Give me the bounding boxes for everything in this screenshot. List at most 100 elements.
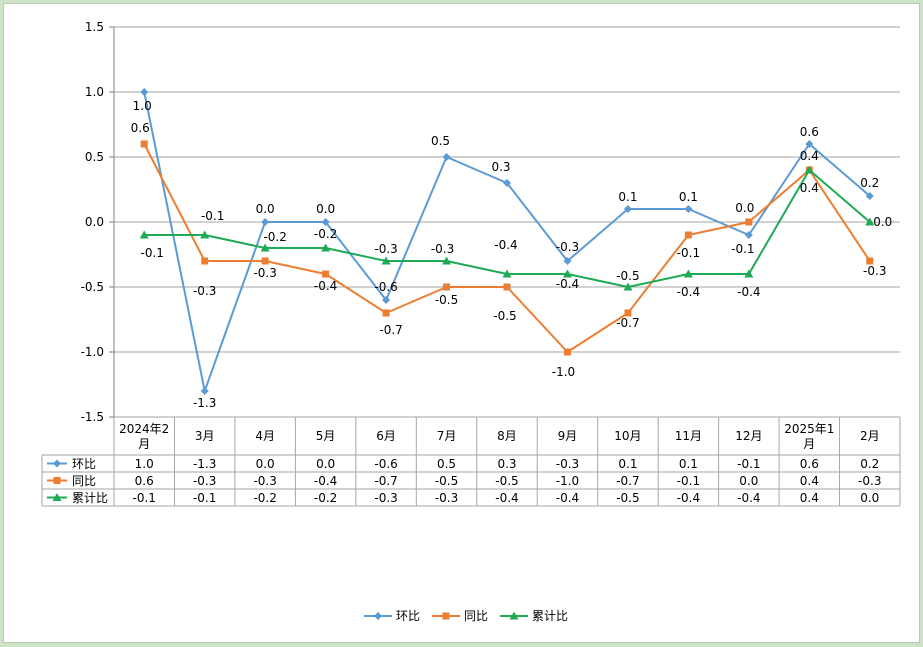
table-cell-value: -0.7 [616, 474, 639, 488]
data-label: 0.3 [491, 160, 510, 174]
marker-triangle [865, 217, 875, 226]
marker-square [624, 309, 632, 317]
marker-triangle [321, 243, 331, 252]
marker-square [866, 257, 874, 265]
marker-triangle [744, 269, 754, 278]
legend-key-marker [374, 612, 382, 620]
data-label: -0.3 [253, 266, 276, 280]
table-cell-value: -1.3 [193, 457, 216, 471]
table-cell-value: -0.1 [193, 491, 216, 505]
table-cell-value: -0.4 [495, 491, 518, 505]
data-label: 0.4 [800, 181, 819, 195]
data-labels: 1.0 -1.3 0.0 0.0 -0.6 0.5 0.3 -0.3 0.1 0.1 -0.1 0.6… [131, 99, 893, 410]
table-cell-value: 0.4 [800, 491, 819, 505]
marker-square [140, 140, 148, 148]
marker-triangle [623, 282, 633, 291]
row-key-marker [52, 493, 62, 501]
data-label: -0.3 [374, 242, 397, 256]
table-cell-value: -0.3 [374, 491, 397, 505]
table-cell-value: -0.1 [737, 457, 760, 471]
data-label: 0.6 [131, 121, 150, 135]
category-label: 3月 [195, 429, 215, 443]
data-label: 0.1 [679, 190, 698, 204]
category-label-line: 月 [803, 437, 815, 451]
data-label: -0.4 [677, 285, 700, 299]
data-label: -0.3 [193, 284, 216, 298]
data-label: 0.2 [860, 176, 879, 190]
table-cell-value: -1.0 [556, 474, 579, 488]
table-cell-value: 0.1 [679, 457, 698, 471]
marker-square [382, 309, 390, 317]
row-series-name: 环比 [72, 457, 96, 471]
marker-triangle [683, 269, 693, 278]
data-label: 0.0 [735, 201, 754, 215]
category-label: 2024年2 月 [119, 422, 169, 451]
legend-key-marker [442, 612, 450, 620]
marker-diamond [382, 296, 391, 304]
table-cell-value: 0.6 [135, 474, 154, 488]
table-cell-value: 0.0 [316, 457, 335, 471]
marker-diamond [200, 387, 209, 395]
table-cell-value: -0.3 [556, 457, 579, 471]
table-cell-value: 0.2 [860, 457, 879, 471]
data-label: -0.5 [493, 309, 516, 323]
marker-triangle [442, 256, 452, 265]
y-tick-label: 1.5 [85, 20, 104, 34]
data-label: -0.4 [737, 285, 760, 299]
data-label: 0.0 [316, 202, 335, 216]
table-cell-value: -0.4 [737, 491, 760, 505]
marker-diamond [865, 192, 874, 200]
data-label: -0.5 [616, 269, 639, 283]
marker-triangle [381, 256, 391, 265]
legend-entry: 同比 [464, 609, 488, 623]
legend-entry: 累计比 [532, 609, 568, 623]
chart-frame: -1.5 -1.0 -0.5 0.0 0.5 1.0 1.5 1.0 -1.3 0.0 0.0 -0… [3, 3, 920, 643]
table-cell-value: -0.2 [314, 491, 337, 505]
marker-diamond [744, 231, 753, 239]
marker-square [201, 257, 209, 265]
data-label: -0.2 [314, 227, 337, 241]
data-label: -0.2 [263, 230, 286, 244]
marker-triangle [200, 230, 210, 239]
row-key-marker [53, 477, 61, 484]
table-cell-value: -0.4 [556, 491, 579, 505]
category-label-line: 2025年1 [784, 422, 834, 436]
marker-diamond [261, 218, 270, 226]
marker-diamond [503, 179, 511, 187]
category-label: 9月 [558, 429, 578, 443]
marker-square [563, 348, 571, 356]
data-label: -0.3 [863, 264, 886, 278]
line-chart: -1.5 -1.0 -0.5 0.0 0.5 1.0 1.5 1.0 -1.3 0.0 0.0 -0… [41, 20, 901, 623]
category-label-line: 月 [138, 437, 150, 451]
table-cell-value: -0.7 [374, 474, 397, 488]
y-tick-label: 0.0 [85, 215, 104, 229]
data-label: 0.1 [618, 190, 637, 204]
marker-diamond [140, 88, 149, 96]
data-label: -0.4 [494, 238, 517, 252]
y-tick-label: 0.5 [85, 150, 104, 164]
table-cell-value: 0.3 [497, 457, 516, 471]
category-label: 8月 [497, 429, 517, 443]
data-label: -0.1 [677, 246, 700, 260]
data-label: -0.1 [201, 209, 224, 223]
table-cell-value: -0.3 [193, 474, 216, 488]
marker-square [322, 270, 330, 278]
category-label: 12月 [735, 429, 762, 443]
category-label: 7月 [437, 429, 457, 443]
row-key-marker [53, 459, 61, 468]
category-label-line: 2024年2 [119, 422, 169, 436]
table-cell-value: -0.1 [133, 491, 156, 505]
category-label: 4月 [255, 429, 275, 443]
table-cell-value: -0.2 [253, 491, 276, 505]
legend: 环比 同比 累计比 [364, 609, 568, 623]
marker-diamond [563, 257, 572, 265]
data-label: 0.0 [256, 202, 275, 216]
data-table: 2024年2 月3月 4月 5月 6月 7月 8月 9月 10月 11月 12月 2025年1 月2月环… [41, 416, 901, 507]
data-label: 0.0 [873, 215, 892, 229]
y-axis: -1.5 -1.0 -0.5 0.0 0.5 1.0 1.5 [81, 20, 115, 424]
data-label: -1.0 [552, 365, 575, 379]
data-label: -0.4 [314, 279, 337, 293]
category-label: 6月 [376, 429, 396, 443]
table-cell-value: 0.0 [860, 491, 879, 505]
category-label: 2月 [860, 429, 880, 443]
